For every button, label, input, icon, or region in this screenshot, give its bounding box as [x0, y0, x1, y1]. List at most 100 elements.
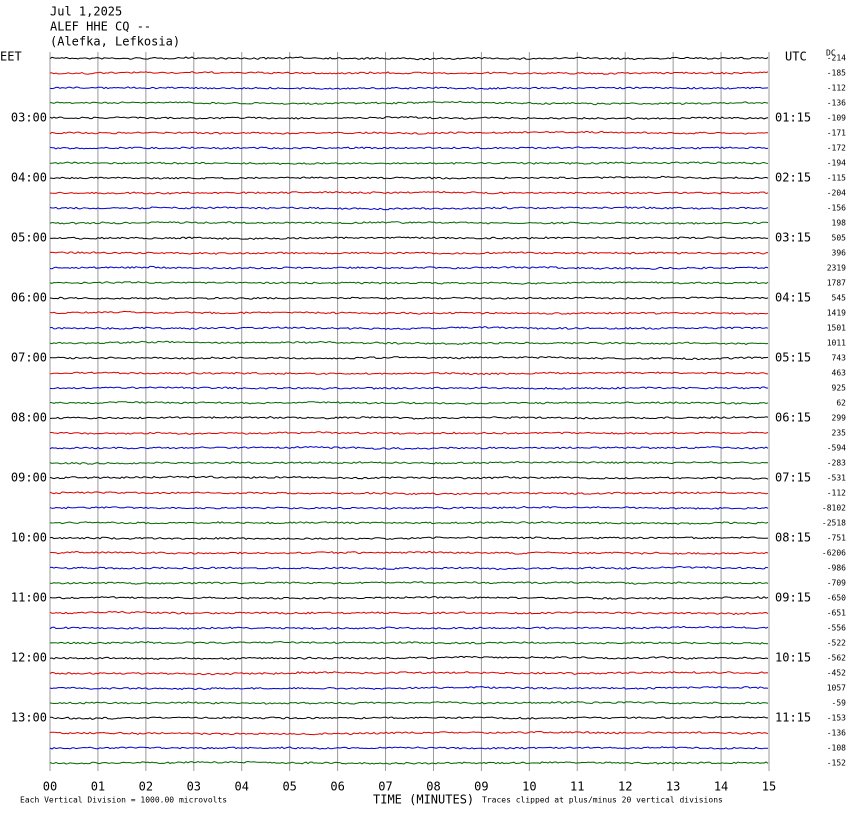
trace [49, 100, 769, 106]
dc-value: 198 [832, 219, 847, 228]
dc-value: -194 [827, 159, 846, 168]
trace [49, 386, 769, 390]
trace [49, 340, 769, 346]
right-label: 02:15 [775, 171, 811, 185]
trace [49, 190, 769, 195]
dc-value: 396 [832, 249, 847, 258]
trace [49, 296, 769, 300]
x-tick-label: 04 [235, 780, 249, 794]
trace [49, 595, 769, 600]
trace [49, 116, 769, 120]
trace [49, 670, 769, 676]
dc-value: -108 [827, 744, 846, 753]
x-tick-label: 09 [474, 780, 488, 794]
trace [49, 610, 769, 616]
trace [50, 70, 769, 75]
trace [49, 550, 769, 555]
trace [49, 86, 769, 90]
dc-value: 463 [832, 369, 847, 378]
dc-value: 925 [832, 384, 847, 393]
left-label: 08:00 [11, 411, 47, 425]
dc-value: -185 [827, 69, 846, 78]
x-tick-label: 11 [570, 780, 584, 794]
trace [49, 356, 769, 361]
x-tick-label: 08 [426, 780, 440, 794]
dc-value: -709 [827, 579, 846, 588]
trace [49, 730, 769, 736]
trace [50, 431, 769, 435]
dc-value: -452 [827, 669, 846, 678]
header-line: (Alefka, Lefkosia) [50, 35, 180, 49]
trace [49, 640, 769, 645]
x-tick-label: 13 [666, 780, 680, 794]
trace [49, 236, 769, 241]
dc-value: -153 [827, 714, 846, 723]
dc-value: -156 [827, 204, 846, 213]
trace [49, 416, 769, 420]
left-label: 05:00 [11, 231, 47, 245]
dc-value: -562 [827, 654, 846, 663]
dc-value: -136 [827, 99, 846, 108]
trace [49, 521, 769, 525]
trace [49, 445, 769, 450]
x-tick-label: 15 [762, 780, 776, 794]
dc-value: -2518 [822, 519, 846, 528]
header-line: Jul 1,2025 [50, 5, 122, 19]
dc-value: -651 [827, 609, 846, 618]
x-tick-label: 05 [282, 780, 296, 794]
x-tick-label: 14 [714, 780, 728, 794]
trace [49, 460, 769, 465]
trace [49, 326, 769, 330]
dc-value: -115 [827, 174, 846, 183]
trace [49, 281, 769, 285]
dc-value: -214 [827, 54, 846, 63]
right-label: 07:15 [775, 471, 811, 485]
trace [49, 686, 769, 691]
header-line: ALEF HHE CQ -- [50, 20, 151, 34]
dc-value: 1501 [827, 324, 846, 333]
dc-value: 1011 [827, 339, 846, 348]
dc-value: -522 [827, 639, 846, 648]
trace [49, 146, 769, 150]
left-label: 10:00 [11, 531, 47, 545]
dc-value: -986 [827, 564, 846, 573]
x-tick-label: 07 [378, 780, 392, 794]
dc-value: 743 [832, 354, 847, 363]
dc-value: -59 [832, 699, 847, 708]
x-tick-label: 02 [139, 780, 153, 794]
trace [49, 565, 769, 571]
dc-value: -6206 [822, 549, 846, 558]
left-label: 11:00 [11, 591, 47, 605]
left-label: 04:00 [11, 171, 47, 185]
footer-left: Each Vertical Division = 1000.00 microvo… [20, 796, 227, 805]
trace [49, 206, 769, 211]
trace [49, 371, 769, 376]
dc-value: 299 [832, 414, 847, 423]
dc-value: 1419 [827, 309, 846, 318]
trace [49, 401, 769, 405]
x-tick-label: 10 [522, 780, 536, 794]
left-label: 07:00 [11, 351, 47, 365]
dc-title: DC [826, 49, 836, 58]
x-tick-label: 06 [330, 780, 344, 794]
dc-value: 1057 [827, 684, 846, 693]
dc-value: -152 [827, 759, 846, 768]
left-label: 06:00 [11, 291, 47, 305]
dc-value: -136 [827, 729, 846, 738]
trace [49, 655, 769, 660]
trace [49, 760, 769, 765]
footer-right: Traces clipped at plus/minus 20 vertical… [482, 796, 723, 805]
dc-value: -8102 [822, 504, 846, 513]
x-tick-label: 03 [187, 780, 201, 794]
left-label: 12:00 [11, 651, 47, 665]
right-label: 08:15 [775, 531, 811, 545]
right-label: 04:15 [775, 291, 811, 305]
left-label: 09:00 [11, 471, 47, 485]
right-label: 11:15 [775, 711, 811, 725]
dc-value: -172 [827, 144, 846, 153]
trace [49, 310, 769, 315]
x-tick-label: 00 [43, 780, 57, 794]
trace [50, 161, 769, 165]
trace [49, 475, 769, 480]
trace [49, 746, 769, 750]
